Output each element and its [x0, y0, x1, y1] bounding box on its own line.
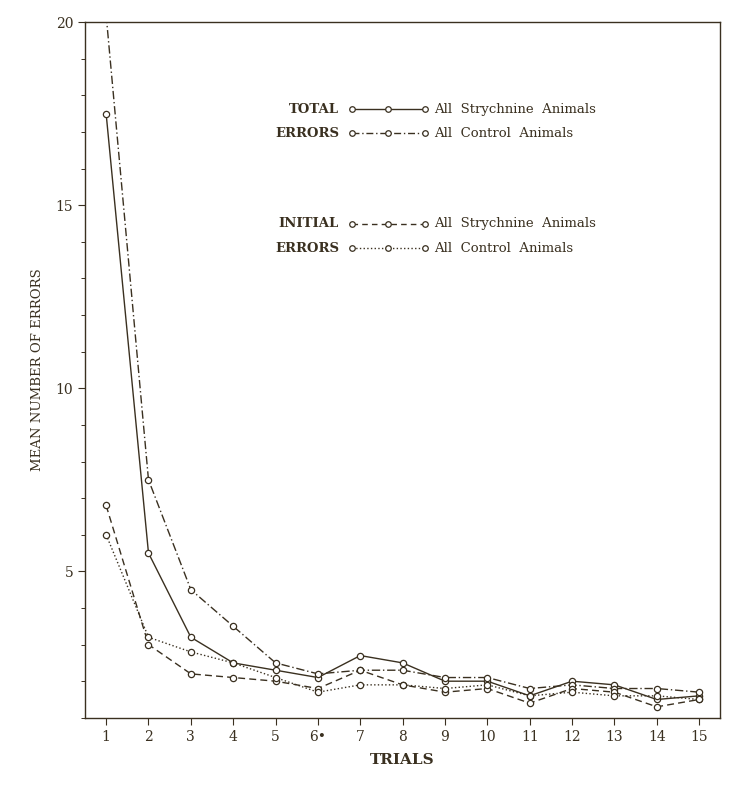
Text: ERRORS: ERRORS: [275, 127, 339, 140]
Text: All  Strychnine  Animals: All Strychnine Animals: [434, 218, 596, 230]
Text: All  Strychnine  Animals: All Strychnine Animals: [434, 102, 596, 116]
Y-axis label: MEAN NUMBER OF ERRORS: MEAN NUMBER OF ERRORS: [32, 269, 44, 471]
Text: TOTAL: TOTAL: [289, 102, 339, 116]
X-axis label: TRIALS: TRIALS: [370, 754, 435, 767]
Text: All  Control  Animals: All Control Animals: [434, 127, 573, 140]
Text: INITIAL: INITIAL: [279, 218, 339, 230]
Text: All  Control  Animals: All Control Animals: [434, 242, 573, 254]
Text: ERRORS: ERRORS: [275, 242, 339, 254]
